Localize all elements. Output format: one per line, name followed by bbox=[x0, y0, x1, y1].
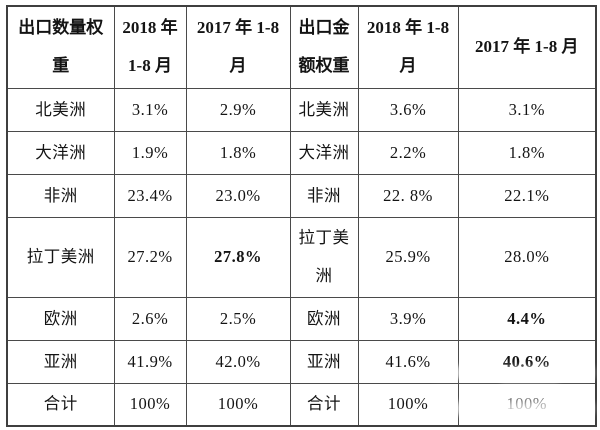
value-cell: 1.9% bbox=[113, 130, 187, 175]
column-header-qty-2018: 2018 年 1-8 月 bbox=[113, 5, 187, 89]
region-cell: 非洲 bbox=[289, 173, 359, 218]
export-weights-table: 出口数量权 重 2018 年 1-8 月 2017 年 1-8 月 出口金 额权… bbox=[6, 5, 597, 427]
value-cell: 23.0% bbox=[185, 173, 291, 218]
value-cell: 3.9% bbox=[357, 296, 459, 341]
value-cell: 3.6% bbox=[357, 87, 459, 132]
column-header-value-2017: 2017 年 1-8 月 bbox=[457, 5, 597, 89]
region-cell: 大洋洲 bbox=[6, 130, 115, 175]
region-cell: 欧洲 bbox=[289, 296, 359, 341]
value-cell: 100% bbox=[113, 382, 187, 427]
region-cell: 欧洲 bbox=[6, 296, 115, 341]
table-row-africa: 非洲 23.4% 23.0% 非洲 22. 8% 22.1% bbox=[6, 173, 597, 218]
region-cell: 拉丁美 洲 bbox=[289, 216, 359, 298]
region-cell: 非洲 bbox=[6, 173, 115, 218]
value-cell: 3.1% bbox=[113, 87, 187, 132]
region-cell: 合计 bbox=[289, 382, 359, 427]
value-cell: 25.9% bbox=[357, 216, 459, 298]
value-cell: 28.0% bbox=[457, 216, 597, 298]
region-cell: 拉丁美洲 bbox=[6, 216, 115, 298]
value-cell: 41.9% bbox=[113, 339, 187, 384]
value-cell: 42.0% bbox=[185, 339, 291, 384]
value-cell: 2.9% bbox=[185, 87, 291, 132]
value-cell: 23.4% bbox=[113, 173, 187, 218]
region-cell: 大洋洲 bbox=[289, 130, 359, 175]
value-cell: 100% bbox=[185, 382, 291, 427]
table-row-total: 合计 100% 100% 合计 100% 100% bbox=[6, 382, 597, 427]
column-header-qty-2017: 2017 年 1-8 月 bbox=[185, 5, 291, 89]
region-cell: 北美洲 bbox=[6, 87, 115, 132]
column-header-export-qty-weight: 出口数量权 重 bbox=[6, 5, 115, 89]
region-cell: 合计 bbox=[6, 382, 115, 427]
value-cell: 2.2% bbox=[357, 130, 459, 175]
column-header-value-2018: 2018 年 1-8 月 bbox=[357, 5, 459, 89]
value-cell: 1.8% bbox=[457, 130, 597, 175]
region-cell: 北美洲 bbox=[289, 87, 359, 132]
value-cell: 2.5% bbox=[185, 296, 291, 341]
table-row-europe: 欧洲 2.6% 2.5% 欧洲 3.9% 4.4% bbox=[6, 296, 597, 341]
table-row-north-america: 北美洲 3.1% 2.9% 北美洲 3.6% 3.1% bbox=[6, 87, 597, 132]
value-cell: 100% bbox=[457, 382, 597, 427]
table-row-oceania: 大洋洲 1.9% 1.8% 大洋洲 2.2% 1.8% bbox=[6, 130, 597, 175]
value-cell: 2.6% bbox=[113, 296, 187, 341]
value-cell: 41.6% bbox=[357, 339, 459, 384]
value-cell: 3.1% bbox=[457, 87, 597, 132]
header-row: 出口数量权 重 2018 年 1-8 月 2017 年 1-8 月 出口金 额权… bbox=[6, 5, 597, 89]
table-row-asia: 亚洲 41.9% 42.0% 亚洲 41.6% 40.6% bbox=[6, 339, 597, 384]
column-header-export-value-weight: 出口金 额权重 bbox=[289, 5, 359, 89]
value-cell: 22.1% bbox=[457, 173, 597, 218]
value-cell: 27.2% bbox=[113, 216, 187, 298]
value-cell: 22. 8% bbox=[357, 173, 459, 218]
value-cell-bold: 4.4% bbox=[457, 296, 597, 341]
value-cell-bold: 27.8% bbox=[185, 216, 291, 298]
value-cell: 1.8% bbox=[185, 130, 291, 175]
value-cell: 100% bbox=[357, 382, 459, 427]
region-cell: 亚洲 bbox=[6, 339, 115, 384]
region-cell: 亚洲 bbox=[289, 339, 359, 384]
table-row-latin-america: 拉丁美洲 27.2% 27.8% 拉丁美 洲 25.9% 28.0% bbox=[6, 216, 597, 298]
value-cell-bold: 40.6% bbox=[457, 339, 597, 384]
